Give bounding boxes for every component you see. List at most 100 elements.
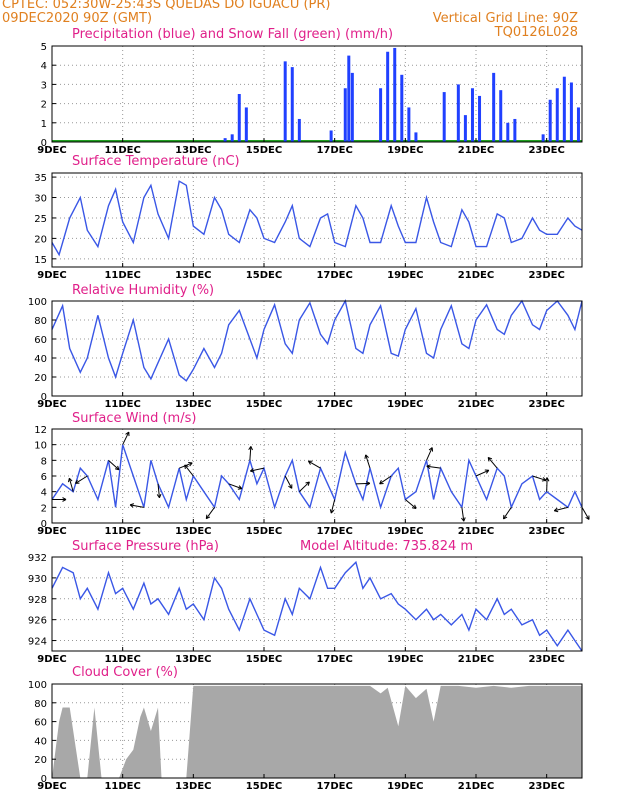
y-tick-label: 924 [28,637,47,648]
x-tick-label: 19DEC [387,526,423,537]
wind-arrow [503,507,512,520]
wind-arrow [68,478,74,492]
series-line [51,299,583,382]
wind-arrow-head [250,446,253,451]
y-tick-label: 5 [41,42,47,53]
precip-bar [492,72,496,142]
x-tick-label: 13DEC [175,654,211,665]
x-tick-label: 17DEC [316,526,352,537]
x-tick-label: 13DEC [175,145,211,156]
precip-bar [297,118,301,142]
cloud-cover-area [52,685,582,778]
x-tick-label: 13DEC [175,270,211,281]
header-line1-left: CPTEC: 052:30W-25:43S QUEDAS DO IGUACU (… [2,0,331,12]
x-tick-label: 21DEC [458,654,494,665]
pressure-annotation: Model Altitude: 735.824 m [300,539,474,554]
wind-arrow-head [62,497,67,500]
header-line2-left: 09DEC2020 90Z (GMT) [2,11,153,26]
wind-arrow [284,475,293,489]
rh-title: Relative Humidity (%) [72,283,215,298]
x-tick-label: 15DEC [246,526,282,537]
x-tick-label: 11DEC [104,526,140,537]
y-tick-label: 30 [34,194,47,205]
x-tick-label: 17DEC [316,399,352,410]
precip-bar [223,138,227,142]
x-tick-label: 13DEC [175,399,211,410]
wind-arrow-head [205,514,208,519]
precip-bar [386,51,390,143]
y-tick-label: 2 [41,100,47,111]
wind-arrow-head [485,470,490,474]
x-tick-label: 17DEC [316,654,352,665]
y-tick-label: 932 [28,553,47,564]
x-tick-label: 11DEC [104,654,140,665]
precip-bar [456,84,460,142]
wind-title: Surface Wind (m/s) [72,411,197,426]
y-tick-label: 80 [34,699,47,710]
wind-arrow-head [365,454,369,458]
x-tick-label: 23DEC [528,654,564,665]
precip-bar [283,61,287,142]
wind-arrow-head [114,468,120,471]
x-tick-label: 23DEC [528,270,564,281]
precip-bar [244,107,248,142]
precip-title: Precipitation (blue) and Snow Fall (gree… [72,27,394,42]
wind-arrow-head [364,454,367,459]
wind-arrow-head [206,516,211,520]
wind-arrow-head [488,456,493,460]
wind-arrow-head [68,477,73,482]
x-tick-label: 15DEC [246,145,282,156]
wind-arrow [122,431,130,445]
y-tick-label: 928 [28,595,47,606]
precip-bar [329,130,333,142]
wind-arrow [426,465,441,469]
y-tick-label: 35 [34,173,47,184]
wind-arrow [532,475,547,481]
precip-bar [576,107,580,142]
wind-arrow-head [503,516,508,520]
wind-arrow [365,454,371,469]
wind-arrow-head [379,480,382,485]
x-tick-label: 21DEC [458,399,494,410]
x-tick-label: 19DEC [387,654,423,665]
y-tick-label: 4 [41,488,47,499]
x-tick-label: 21DEC [458,145,494,156]
wind-arrow-head [330,509,335,514]
precip-bar [478,95,482,142]
y-tick-label: 4 [41,61,47,72]
wind-arrow [581,507,590,520]
y-tick-label: 100 [28,680,47,691]
x-tick-label: 15DEC [246,781,282,792]
wind-arrow-head [546,477,550,482]
y-tick-label: 20 [34,755,47,766]
wind-arrow-head [487,457,490,462]
wind-arrow-head [237,488,242,490]
wind-arrow-head [412,507,417,509]
x-tick-label: 23DEC [528,399,564,410]
precip-bar [414,132,418,142]
precip-bar [237,94,241,142]
wind-arrow [108,459,120,471]
y-tick-label: 926 [28,616,47,627]
precip-bar [343,88,347,142]
wind-arrow [405,499,417,509]
wind-arrow-head [554,510,559,513]
wind-arrow-head [184,464,186,469]
y-tick-label: 1 [41,119,47,130]
wind-arrow-head [463,517,466,522]
wind-arrow-head [250,470,255,473]
x-tick-label: 15DEC [246,399,282,410]
wind-arrow-head [62,499,67,502]
y-tick-label: 10 [34,441,47,452]
wind-arrow-head [544,477,548,482]
x-tick-label: 9DEC [37,654,66,665]
panel-frame [51,683,583,779]
x-tick-label: 13DEC [175,526,211,537]
wind-arrow-head [585,516,590,520]
y-tick-label: 12 [34,425,47,436]
wind-arrow-head [249,468,254,472]
wind-arrow [379,475,392,485]
wind-arrow-head [129,503,135,506]
x-tick-label: 21DEC [458,781,494,792]
x-tick-label: 19DEC [387,145,423,156]
